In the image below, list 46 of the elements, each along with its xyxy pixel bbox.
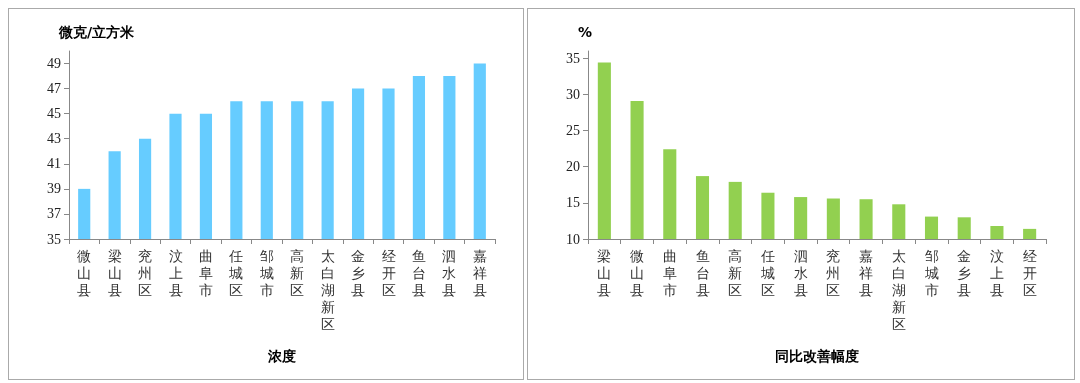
x-tick-label: 汶上县 <box>168 247 183 298</box>
y-tick-label: 20 <box>566 159 580 175</box>
x-tick-label: 曲阜市 <box>662 247 677 298</box>
y-axis-title: 微克/立方米 <box>58 24 136 40</box>
x-tick-label: 太白湖新区 <box>891 247 906 332</box>
y-tick-label: 37 <box>47 206 61 222</box>
y-tick-label: 49 <box>47 56 61 72</box>
x-tick-label: 嘉祥县 <box>472 247 487 298</box>
x-tick-label: 曲阜市 <box>198 247 213 298</box>
x-tick-label: 任城区 <box>228 247 244 298</box>
x-tick-label: 兖州区 <box>826 247 841 298</box>
x-tick-label: 汶上县 <box>989 247 1004 298</box>
x-tick-label: 经开区 <box>381 247 396 298</box>
y-tick-label: 35 <box>566 50 580 66</box>
x-tick-label: 高新区 <box>290 247 305 298</box>
x-tick-label: 微山县 <box>630 247 645 298</box>
y-tick-label: 25 <box>566 123 580 139</box>
x-tick-label: 梁山县 <box>107 247 122 298</box>
y-axis-title: % <box>578 24 593 40</box>
y-tick-label: 41 <box>47 156 61 172</box>
x-tick-label: 泗水县 <box>442 247 457 298</box>
x-tick-label: 邹城市 <box>258 247 274 298</box>
y-tick-label: 39 <box>47 181 61 197</box>
y-tick-label: 35 <box>47 231 61 247</box>
y-tick-label: 43 <box>47 131 61 147</box>
y-tick-label: 45 <box>47 106 61 122</box>
x-tick-label: 兖州区 <box>138 247 153 298</box>
x-tick-label: 鱼台县 <box>695 247 710 298</box>
x-tick-label: 经开区 <box>1022 247 1037 298</box>
y-tick-label: 47 <box>47 81 61 97</box>
x-tick-label: 嘉祥县 <box>859 247 874 298</box>
x-tick-label: 鱼台县 <box>411 247 426 298</box>
x-tick-label: 微山县 <box>77 247 92 298</box>
y-tick-label: 10 <box>566 231 580 247</box>
x-tick-label: 金乡县 <box>351 247 366 298</box>
y-tick-label: 30 <box>566 86 580 102</box>
x-axis-title: 同比改善幅度 <box>775 348 859 364</box>
x-tick-label: 邹城市 <box>923 247 939 298</box>
x-tick-label: 泗水县 <box>793 247 808 298</box>
x-tick-label: 梁山县 <box>597 247 612 298</box>
x-tick-label: 任城区 <box>759 247 775 298</box>
x-tick-label: 太白湖新区 <box>320 247 335 332</box>
x-axis-title: 浓度 <box>267 348 296 364</box>
x-tick-label: 金乡县 <box>957 247 972 298</box>
y-tick-label: 15 <box>566 195 580 211</box>
x-tick-label: 高新区 <box>728 247 743 298</box>
